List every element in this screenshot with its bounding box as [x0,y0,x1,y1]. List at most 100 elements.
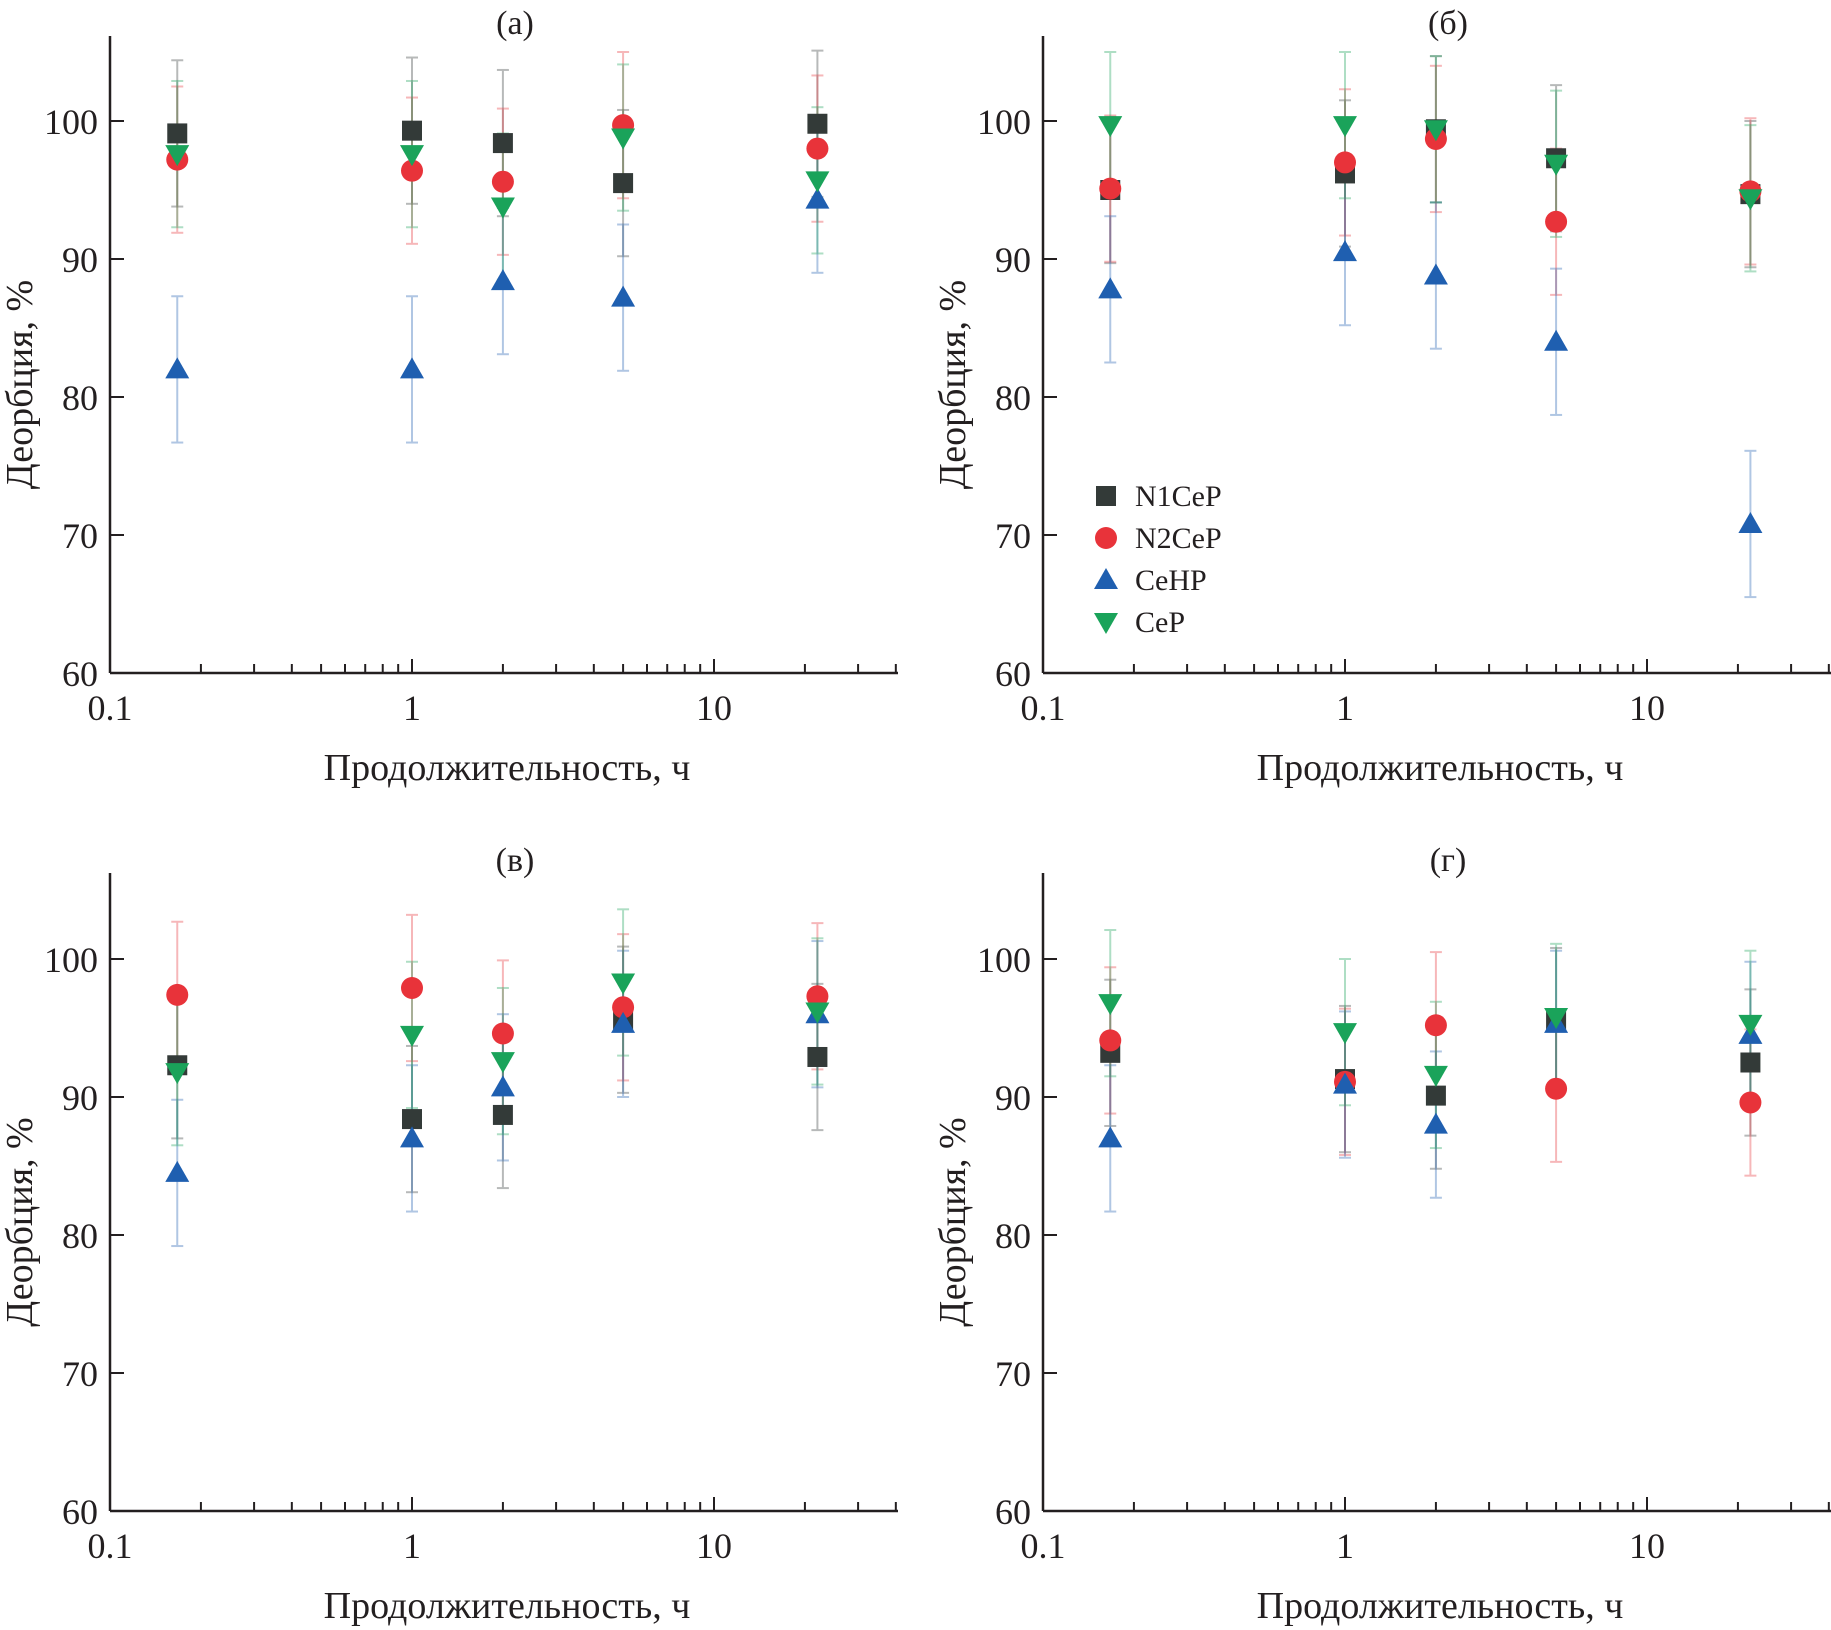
legend-label: N2CeP [1135,522,1222,555]
data-point-cehp [490,1075,515,1097]
data-point-n1cep [1740,1052,1761,1073]
y-tick-label: 70 [62,516,98,556]
legend-marker-n1cep [1096,486,1116,506]
data-point-cehp [611,1011,636,1033]
y-tick-label: 70 [62,1354,98,1394]
panel-label: (в) [496,842,535,879]
y-tick-label: 90 [995,1078,1031,1118]
y-tick-label: 80 [995,378,1031,418]
x-axis-title: Продолжительность, ч [324,1585,691,1627]
data-point-n2cep [1099,177,1122,200]
data-point-cehp [1333,1072,1357,1094]
y-axis-title: Деорбция, % [0,280,41,489]
x-axis-title: Продолжительность, ч [1257,1585,1624,1627]
data-point-cehp [1098,1126,1123,1148]
y-tick-label: 80 [62,1216,98,1256]
legend-label: CeP [1135,606,1185,639]
data-point-cehp [1544,329,1569,351]
data-point-n2cep [1739,1091,1762,1114]
data-point-n2cep [166,983,189,1006]
y-tick-label: 60 [995,654,1031,694]
data-point-n2cep [612,996,635,1019]
data-point-cehp [805,187,830,209]
y-tick-label: 100 [977,102,1031,142]
data-point-n1cep [402,120,422,141]
data-point-cep [490,197,515,219]
x-tick-label: 0.1 [88,1526,133,1566]
y-tick-label: 90 [62,1078,98,1118]
data-point-cehp [1423,263,1448,285]
data-point-n2cep [1424,1014,1447,1037]
data-point-cep [1544,154,1569,176]
x-tick-label: 10 [696,688,732,728]
data-point-cehp [400,357,424,379]
data-point-cep [1098,994,1123,1016]
x-tick-label: 10 [696,1526,732,1566]
data-point-n2cep [1545,1077,1568,1100]
data-point-cep [805,171,830,193]
x-tick-label: 1 [403,1526,421,1566]
y-tick-label: 80 [62,378,98,418]
data-point-n2cep [401,159,423,182]
data-point-cep [1738,1014,1763,1036]
x-axis-title: Продолжительность, ч [1257,747,1624,789]
data-point-cep [400,145,424,167]
data-point-cehp [400,1126,424,1148]
x-tick-label: 1 [1336,688,1354,728]
data-point-cep [1333,116,1357,138]
y-tick-label: 60 [995,1492,1031,1532]
data-point-cep [805,1002,830,1024]
data-point-cep [611,973,636,995]
y-tick-label: 90 [995,240,1031,280]
data-point-n2cep [491,170,514,193]
x-tick-label: 0.1 [1021,1526,1066,1566]
data-point-n1cep [402,1109,422,1130]
data-point-cep [611,128,636,150]
data-point-n1cep [492,1104,513,1125]
y-tick-label: 80 [995,1216,1031,1256]
x-tick-label: 0.1 [1021,688,1066,728]
data-point-cehp [611,285,636,307]
data-point-cep [1098,116,1123,138]
y-tick-label: 100 [44,940,98,980]
x-axis-title: Продолжительность, ч [324,747,691,789]
data-point-n2cep [806,137,829,160]
legend-label: N1CeP [1135,480,1222,513]
y-tick-label: 100 [44,102,98,142]
data-point-cep [1423,120,1448,142]
data-point-n1cep [1425,1085,1446,1106]
y-tick-label: 70 [995,1354,1031,1394]
y-tick-label: 100 [977,940,1031,980]
panel-label: (б) [1428,5,1468,42]
data-point-n1cep [492,133,513,154]
data-point-n2cep [1545,210,1568,233]
x-tick-label: 10 [1629,1526,1665,1566]
data-point-cehp [490,269,515,291]
y-tick-label: 60 [62,1492,98,1532]
data-point-cep [165,1063,190,1085]
data-point-cehp [1333,240,1357,262]
data-point-cehp [1738,511,1763,533]
data-point-cep [165,145,190,167]
data-point-cehp [165,357,190,379]
data-point-n1cep [807,1046,828,1067]
data-point-n2cep [401,976,423,999]
panel-label: (а) [496,5,534,42]
y-axis-title: Деорбция, % [932,1117,974,1326]
data-point-cep [1544,1007,1569,1029]
panel-label: (г) [1430,842,1467,879]
legend-marker-cep [1094,613,1118,634]
y-axis-title: Деорбция, % [0,1117,41,1326]
data-point-cep [400,1025,424,1047]
y-axis-title: Деорбция, % [932,280,974,489]
data-point-n2cep [491,1022,514,1045]
data-point-cehp [1098,277,1123,299]
data-point-n2cep [806,985,829,1008]
data-point-cep [1738,189,1763,211]
data-point-cehp [1423,1112,1448,1134]
